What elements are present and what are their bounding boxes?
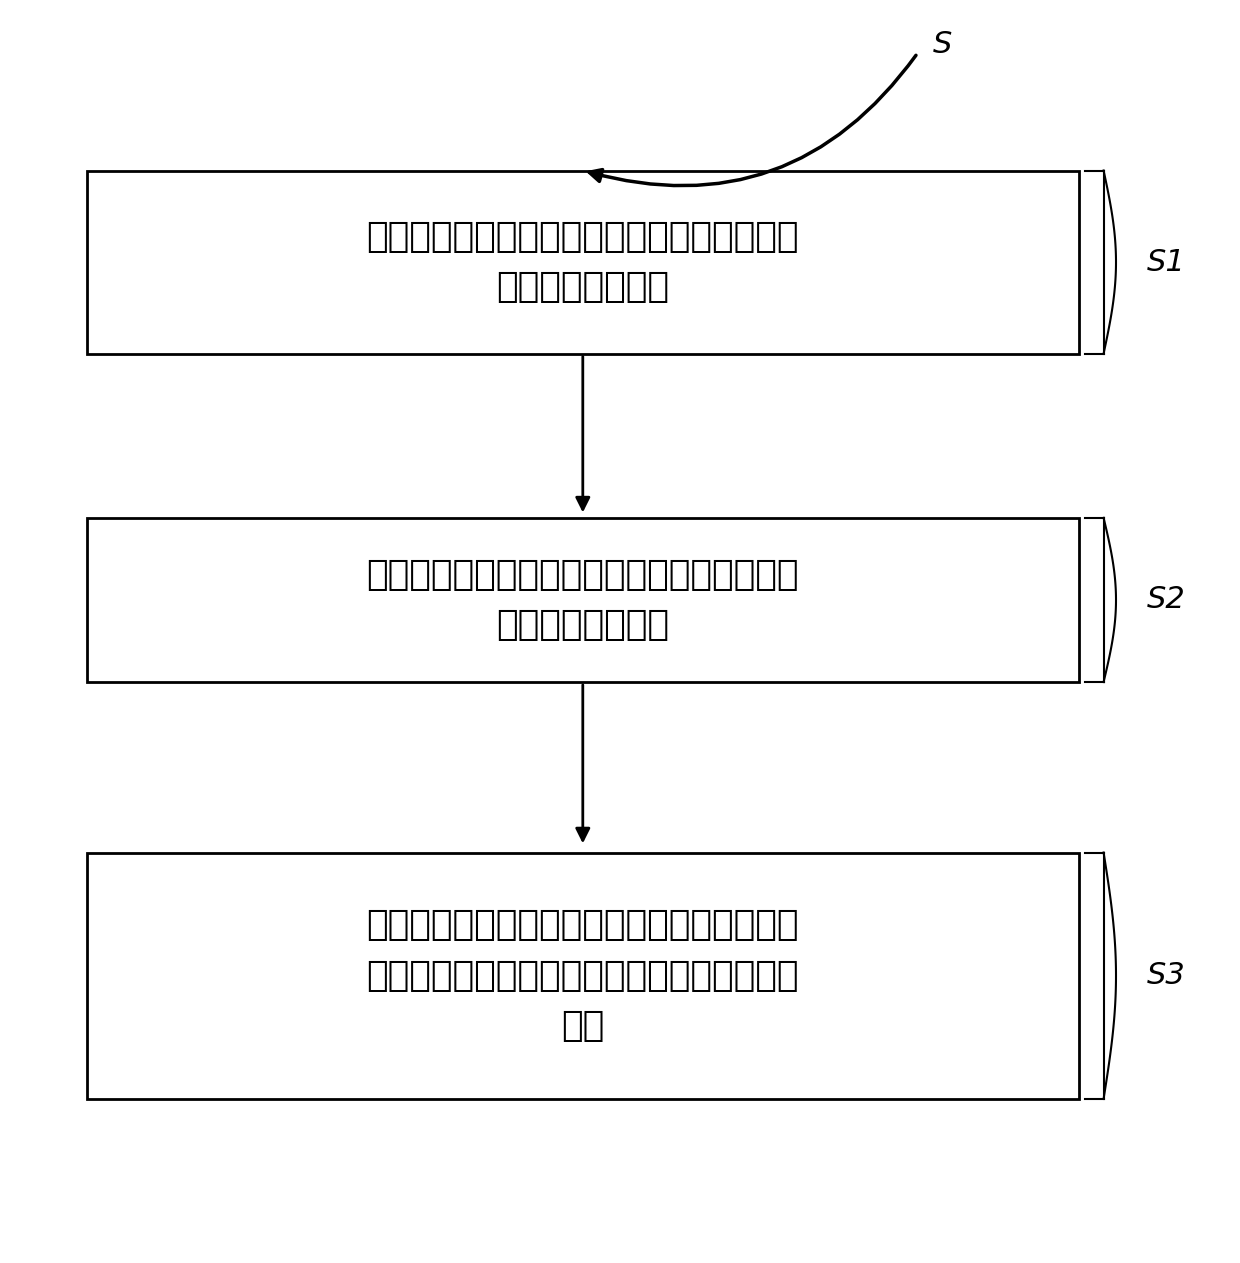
Text: S3: S3 [1147,961,1185,990]
Text: S2: S2 [1147,586,1185,614]
FancyBboxPatch shape [87,171,1079,354]
Text: 获取待检测的遥感图像，并对其进行归一化处
理得到归一化图像: 获取待检测的遥感图像，并对其进行归一化处 理得到归一化图像 [367,220,799,304]
Text: S1: S1 [1147,248,1185,277]
Text: S: S [932,30,952,58]
FancyBboxPatch shape [87,518,1079,682]
Text: 采用预先建立的双通路残差网络遥感分割模型
对若干样本数据进行分割，得到分割后的遥感
图像: 采用预先建立的双通路残差网络遥感分割模型 对若干样本数据进行分割，得到分割后的遥… [367,908,799,1043]
FancyBboxPatch shape [87,853,1079,1099]
FancyArrowPatch shape [589,56,916,186]
Text: 对归一化图像进行随机窗口取样，得到若干设
定尺寸的样本数据: 对归一化图像进行随机窗口取样，得到若干设 定尺寸的样本数据 [367,558,799,642]
